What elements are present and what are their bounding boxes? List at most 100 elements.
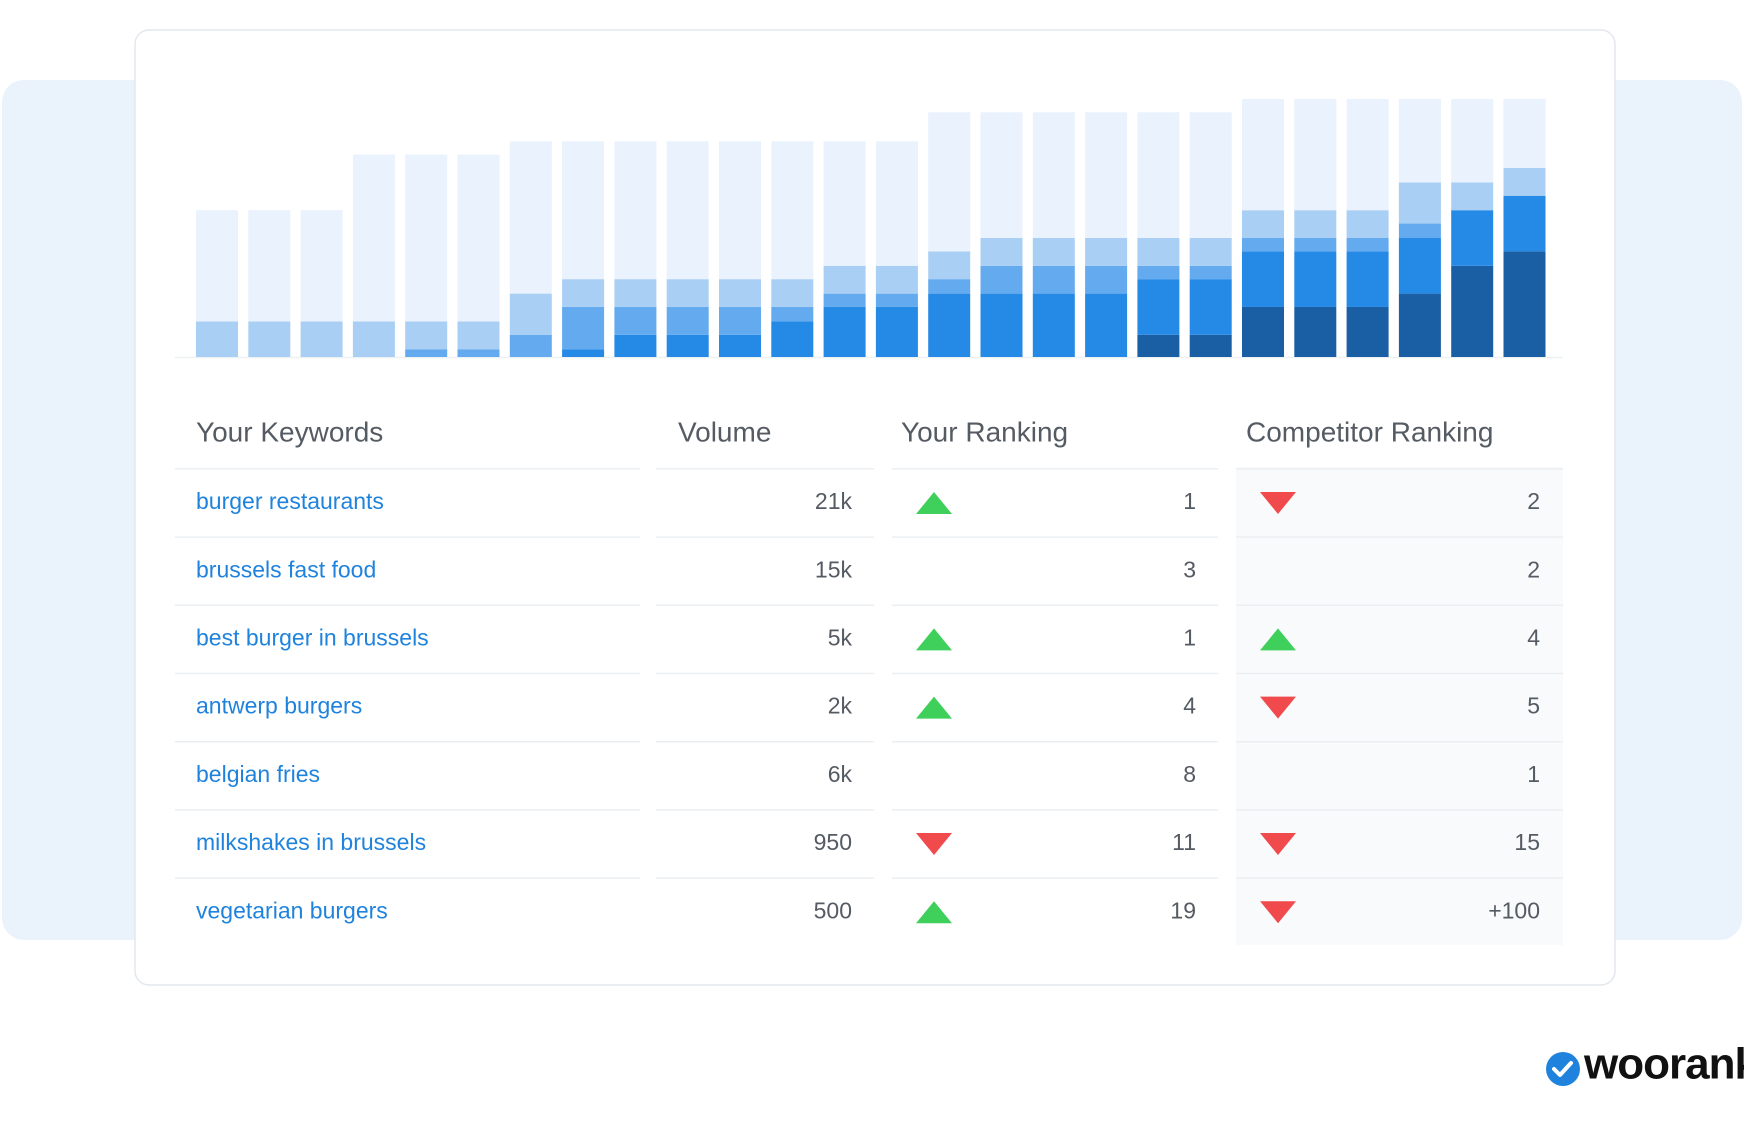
bar-segment	[1398, 238, 1441, 294]
competitor-rank: 4	[1527, 624, 1540, 650]
bar-segment	[405, 321, 448, 350]
bar-segment	[1189, 279, 1232, 335]
bar-segment	[928, 251, 971, 280]
column-header: Volume	[678, 416, 771, 447]
logo-group: woorank	[1546, 1040, 1744, 1089]
your-rank: 19	[1170, 897, 1196, 923]
keyword-link: brussels fast food	[196, 556, 376, 582]
bar-segment	[509, 141, 552, 294]
bar-segment	[875, 141, 918, 266]
your-trend-icon	[916, 901, 952, 924]
bar-segment	[1189, 238, 1232, 266]
bar-segment	[1137, 112, 1180, 239]
bar-segment	[928, 279, 971, 294]
keyword-link: vegetarian burgers	[196, 897, 388, 923]
bar-segment	[719, 334, 761, 357]
bar-segment	[1242, 210, 1284, 239]
bar-segment	[1085, 293, 1128, 357]
column-header: Your Keywords	[196, 416, 383, 447]
bar-segment	[1398, 293, 1441, 357]
bar-segment	[980, 112, 1023, 239]
bar-segment	[614, 141, 657, 280]
bar-segment	[509, 293, 552, 335]
keyword-link: burger restaurants	[196, 488, 384, 514]
your-trend-icon	[916, 492, 952, 514]
bar-segment	[562, 279, 605, 307]
competitor-rank: 2	[1527, 556, 1540, 582]
bar-segment	[1085, 238, 1128, 266]
bar-segment	[1346, 99, 1389, 211]
your-rank: 4	[1183, 693, 1196, 719]
bar-segment	[1503, 195, 1546, 252]
bar-segment	[823, 306, 866, 357]
competitor-rank: 2	[1527, 488, 1540, 514]
volume: 15k	[815, 556, 853, 582]
your-trend-icon	[916, 833, 952, 855]
bar-segment	[1137, 238, 1180, 266]
bar-segment	[405, 349, 448, 357]
volume: 21k	[815, 488, 853, 514]
bar-segment	[666, 141, 709, 280]
keyword-link: belgian fries	[196, 761, 320, 787]
competitor-trend-icon	[1260, 628, 1296, 651]
bar-segment	[823, 293, 866, 307]
bar-segment	[1242, 238, 1284, 252]
bar-segment	[1451, 210, 1494, 266]
bar-segment	[1346, 238, 1389, 252]
bar-segment	[1398, 99, 1441, 183]
your-rank: 1	[1183, 624, 1196, 650]
bar-segment	[1398, 223, 1441, 239]
bar-segment	[1294, 251, 1337, 307]
competitor-rank: 5	[1527, 693, 1540, 719]
bar-segment	[614, 306, 657, 335]
bar-segment	[875, 306, 918, 357]
competitor-trend-icon	[1260, 492, 1296, 514]
competitor-rank: 15	[1514, 829, 1540, 855]
bar-segment	[771, 321, 814, 357]
bar-segment	[1032, 238, 1075, 266]
your-rank: 11	[1172, 829, 1196, 855]
bar-segment	[1189, 112, 1232, 239]
bar-segment	[248, 210, 291, 322]
your-trend-icon	[916, 628, 952, 651]
bar-segment	[980, 238, 1023, 266]
competitor-column-bg	[1236, 467, 1563, 945]
bar-segment	[1189, 265, 1232, 280]
bar-segment	[875, 265, 918, 294]
bar-segment	[823, 265, 866, 294]
competitor-rank: 1	[1527, 761, 1540, 787]
bar-segment	[457, 321, 500, 350]
bar-segment	[1346, 306, 1389, 357]
bar-segment	[928, 112, 971, 252]
bar-segment	[1137, 279, 1180, 335]
competitor-trend-icon	[1260, 833, 1296, 855]
bar-segment	[1503, 251, 1546, 357]
volume: 2k	[828, 693, 853, 719]
competitor-trend-icon	[1260, 901, 1296, 924]
bar-segment	[1346, 210, 1389, 239]
bar-segment	[1503, 167, 1546, 196]
your-trend-icon	[916, 696, 952, 719]
competitor-rank: +100	[1488, 897, 1540, 923]
bar-segment	[248, 321, 291, 357]
bar-segment	[562, 141, 605, 280]
bar-segment	[196, 321, 238, 357]
bar-segment	[457, 349, 500, 357]
bar-segment	[666, 334, 709, 357]
bar-segment	[300, 321, 343, 357]
bar-segment	[771, 279, 814, 307]
bar-segment	[196, 210, 238, 322]
your-rank: 1	[1183, 488, 1196, 514]
bar-segment	[1451, 265, 1494, 357]
bar-segment	[1398, 182, 1441, 224]
bar-segment	[1189, 334, 1232, 357]
bar-segment	[771, 306, 814, 322]
bar-segment	[1137, 334, 1180, 357]
bar-segment	[1294, 99, 1337, 211]
bar-segment	[980, 293, 1023, 357]
bar-segment	[771, 141, 814, 280]
bar-segment	[1085, 265, 1128, 294]
bar-segment	[719, 141, 761, 280]
bar-segment	[1294, 210, 1337, 239]
bar-segment	[300, 210, 343, 322]
